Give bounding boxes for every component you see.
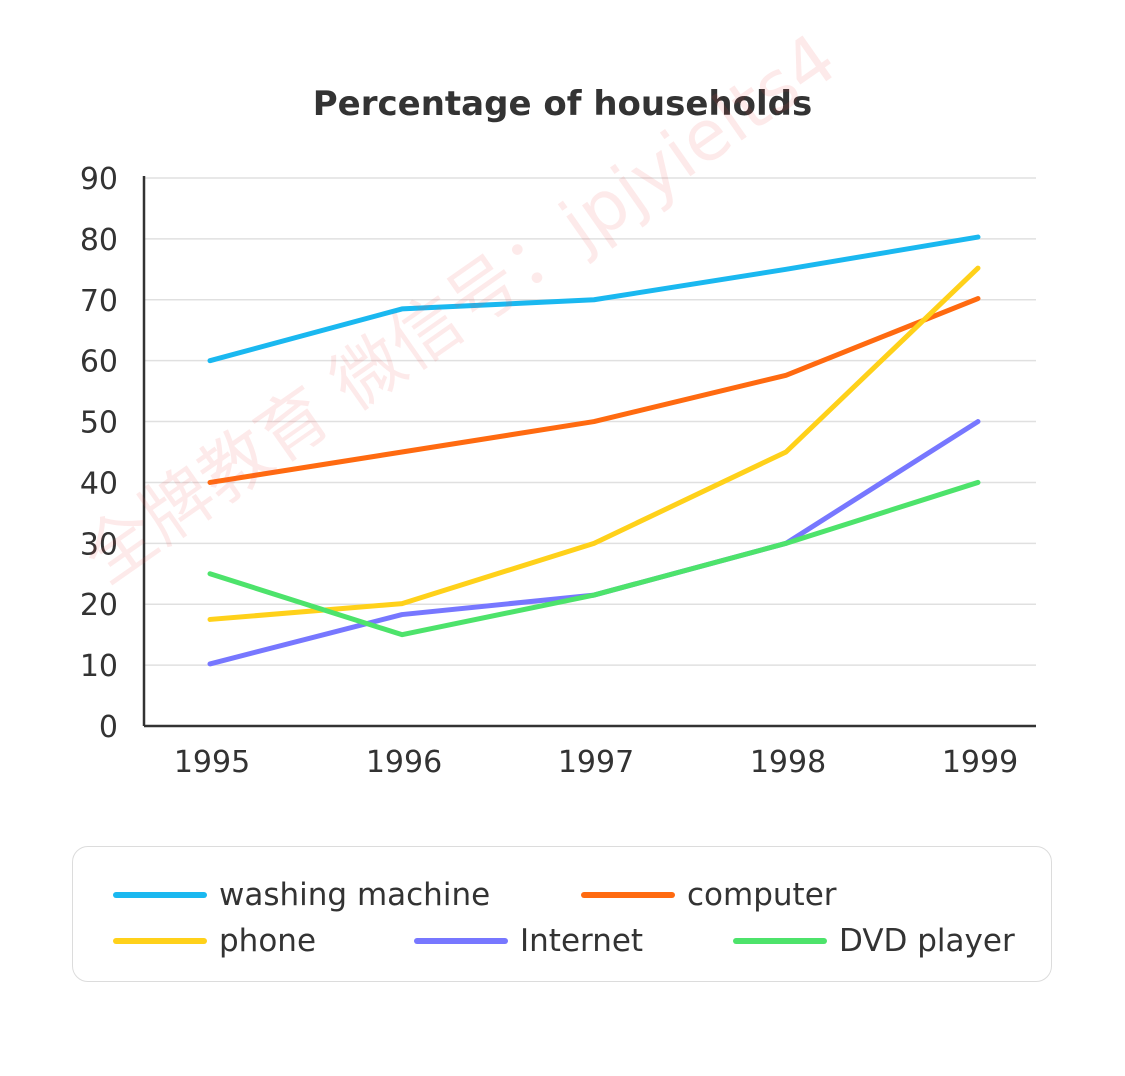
y-tick-label: 50 [80,406,118,441]
series-lines [207,234,981,667]
y-tick-label: 90 [80,162,118,197]
y-tick-label: 40 [80,466,118,501]
tick-labels: 0 10 20 30 40 50 60 70 80 90 1995 1996 1997 1998 1999 [80,162,1018,780]
y-tick-label: 10 [80,649,118,684]
legend-item-dvd-player: DVD player [733,921,1015,961]
legend: washing machine computer phone Internet … [72,846,1052,982]
legend-swatch-computer [581,892,675,898]
axes [142,176,1036,728]
x-tick-label: 1999 [942,745,1018,780]
legend-swatch-internet [414,938,508,944]
series-line-washing-machine [207,234,981,364]
x-tick-label: 1997 [558,745,634,780]
legend-label-computer: computer [687,877,837,913]
legend-item-phone: phone [113,921,316,961]
series-line-phone [207,265,981,622]
y-tick-label: 70 [80,284,118,319]
line-chart: 0 10 20 30 40 50 60 70 80 90 1995 1996 1997 1998 1999 [80,162,1036,780]
chart-title: Percentage of households [312,84,813,124]
legend-item-washing-machine: washing machine [113,875,490,915]
legend-label-washing-machine: washing machine [219,877,491,913]
legend-swatch-phone [113,938,207,944]
y-tick-label: 20 [80,588,118,623]
legend-item-internet: Internet [414,921,643,961]
x-tick-label: 1995 [174,745,250,780]
y-tick-label: 60 [80,345,118,380]
y-tick-label: 0 [99,710,118,745]
series-line-dvd-player [207,479,981,638]
legend-label-phone: phone [219,923,317,959]
x-tick-label: 1998 [750,745,826,780]
series-line-computer [207,296,981,485]
x-tick-label: 1996 [366,745,442,780]
legend-label-dvd-player: DVD player [839,923,1015,959]
y-tick-label: 30 [80,527,118,562]
legend-label-internet: Internet [520,923,644,959]
legend-swatch-dvd-player [733,938,827,944]
legend-swatch-washing-machine [113,892,207,898]
y-tick-label: 80 [80,223,118,258]
legend-item-computer: computer [581,875,837,915]
